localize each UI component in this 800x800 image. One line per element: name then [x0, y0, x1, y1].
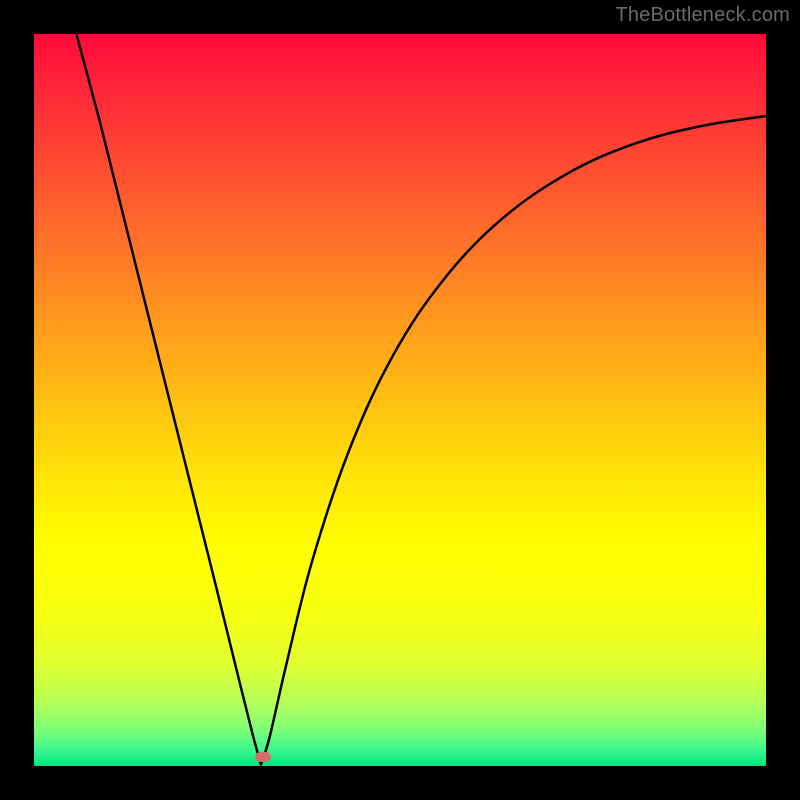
watermark-text: TheBottleneck.com: [615, 4, 790, 27]
optimum-marker: [255, 752, 271, 762]
plot-area: [32, 32, 768, 768]
chart-container: TheBottleneck.com: [0, 0, 800, 800]
bottleneck-curve: [34, 34, 766, 766]
